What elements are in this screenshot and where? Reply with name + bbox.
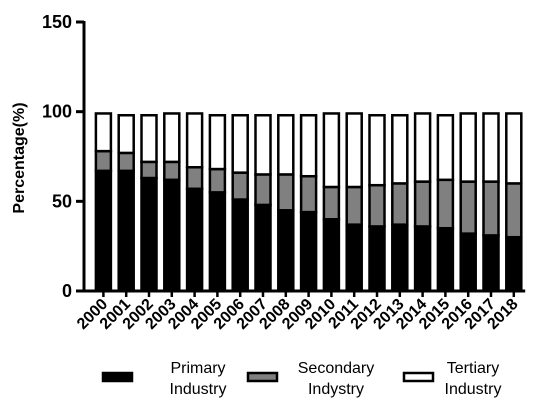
bar-primary-2010	[322, 218, 341, 293]
bar-secondary-2009	[299, 174, 318, 214]
legend-label: Industry	[445, 381, 502, 398]
bar-tertiary-2014	[413, 112, 432, 183]
bar-tertiary-2007	[254, 114, 272, 176]
bar-tertiary-2016	[459, 112, 477, 183]
bar-secondary-2007	[254, 173, 272, 207]
bar-secondary-2016	[459, 180, 477, 235]
legend-swatch-primary	[101, 371, 134, 383]
bar-secondary-2012	[368, 183, 386, 228]
bar-primary-2013	[391, 223, 409, 293]
bar-primary-2008	[277, 209, 295, 293]
bar-primary-2018	[505, 235, 523, 293]
bar-tertiary-2006	[231, 114, 249, 174]
legend-label: Primary	[170, 360, 225, 377]
y-tick-label: 0	[62, 281, 72, 301]
legend-label: Secondary	[298, 360, 375, 377]
bar-secondary-2008	[277, 173, 295, 212]
bar-primary-2000	[94, 169, 113, 293]
bar-primary-2002	[140, 176, 158, 293]
bar-tertiary-2012	[368, 114, 386, 187]
bar-secondary-2004	[185, 166, 204, 191]
bar-tertiary-2005	[208, 114, 227, 171]
legend-swatch-tertiary	[402, 371, 435, 383]
bar-tertiary-2013	[391, 114, 409, 185]
y-tick-label: 50	[52, 191, 72, 211]
bar-primary-2007	[254, 203, 272, 293]
bar-tertiary-2002	[140, 114, 158, 164]
bar-tertiary-2010	[322, 112, 341, 189]
bar-primary-2015	[436, 226, 455, 293]
bar-primary-2003	[163, 178, 181, 293]
x-axis: 2000200120022003200420052006200720082009…	[74, 289, 526, 333]
bar-secondary-2002	[140, 160, 158, 180]
bar-primary-2005	[208, 191, 227, 293]
bar-tertiary-2003	[163, 112, 181, 164]
y-tick-label: 150	[42, 12, 72, 32]
bar-tertiary-2015	[436, 114, 455, 182]
bar-primary-2017	[482, 234, 500, 293]
bar-secondary-2014	[413, 180, 432, 228]
bar-tertiary-2009	[299, 114, 318, 178]
bar-secondary-2017	[482, 180, 500, 237]
bar-secondary-2013	[391, 182, 409, 226]
legend-label: Industry	[170, 381, 227, 398]
legend: Primary Industry Secondary Indystry Tertiary…	[101, 360, 502, 398]
bar-primary-2006	[231, 198, 249, 293]
bar-tertiary-2011	[345, 112, 363, 189]
y-axis-title: Percentage(%)	[11, 102, 28, 213]
bar-primary-2012	[368, 225, 386, 293]
bar-primary-2011	[345, 223, 363, 293]
bar-secondary-2015	[436, 178, 455, 230]
bar-tertiary-2008	[277, 114, 295, 176]
bar-secondary-2003	[163, 160, 181, 182]
bar-primary-2016	[459, 232, 477, 293]
legend-swatch-secondary	[246, 371, 279, 383]
bar-secondary-2000	[94, 149, 113, 173]
bar-tertiary-2001	[117, 114, 135, 155]
bar-primary-2014	[413, 225, 432, 293]
bar-tertiary-2017	[482, 112, 500, 183]
bar-primary-2004	[185, 187, 204, 293]
bar-secondary-2011	[345, 185, 363, 226]
bar-secondary-2010	[322, 185, 341, 221]
bars	[94, 112, 523, 293]
legend-label: Indystry	[308, 381, 364, 398]
bar-tertiary-2004	[185, 112, 204, 169]
bar-primary-2009	[299, 210, 318, 293]
y-tick-label: 100	[42, 102, 72, 122]
bar-tertiary-2000	[94, 112, 113, 153]
bar-secondary-2018	[505, 182, 523, 239]
bar-secondary-2005	[208, 167, 227, 194]
bar-primary-2001	[117, 169, 135, 293]
legend-label: Tertiary	[447, 360, 499, 377]
bar-secondary-2001	[117, 151, 135, 173]
bar-tertiary-2018	[505, 112, 523, 185]
bar-secondary-2006	[231, 171, 249, 201]
y-axis: 0 50 100 150	[42, 12, 86, 301]
